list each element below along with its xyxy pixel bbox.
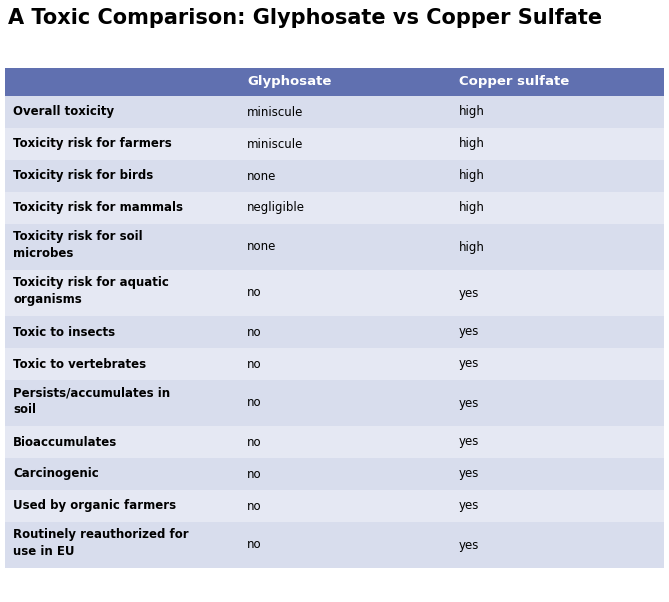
Bar bbox=[5, 224, 239, 270]
Text: none: none bbox=[247, 241, 276, 253]
Bar bbox=[451, 68, 664, 96]
Text: none: none bbox=[247, 170, 276, 182]
Text: Bioaccumulates: Bioaccumulates bbox=[13, 435, 117, 448]
Text: Glyphosate: Glyphosate bbox=[247, 75, 331, 88]
Text: negligible: negligible bbox=[247, 202, 305, 214]
Text: Toxicity risk for aquatic
organisms: Toxicity risk for aquatic organisms bbox=[13, 276, 169, 306]
Bar bbox=[239, 128, 451, 160]
Bar bbox=[5, 380, 239, 426]
Text: no: no bbox=[247, 435, 262, 448]
Bar bbox=[239, 426, 451, 458]
Text: Toxicity risk for soil
microbes: Toxicity risk for soil microbes bbox=[13, 230, 142, 260]
Bar bbox=[5, 96, 239, 128]
Text: high: high bbox=[459, 105, 485, 119]
Bar bbox=[451, 380, 664, 426]
Bar bbox=[239, 348, 451, 380]
Bar bbox=[239, 316, 451, 348]
Text: Toxic to insects: Toxic to insects bbox=[13, 326, 115, 338]
Bar bbox=[451, 224, 664, 270]
Text: high: high bbox=[459, 241, 485, 253]
Text: yes: yes bbox=[459, 326, 480, 338]
Text: high: high bbox=[459, 170, 485, 182]
Bar bbox=[451, 490, 664, 522]
Text: yes: yes bbox=[459, 500, 480, 512]
Bar bbox=[239, 224, 451, 270]
Bar bbox=[451, 160, 664, 192]
Text: A Toxic Comparison: Glyphosate vs Copper Sulfate: A Toxic Comparison: Glyphosate vs Copper… bbox=[8, 8, 602, 28]
Bar bbox=[5, 270, 239, 316]
Text: Carcinogenic: Carcinogenic bbox=[13, 468, 99, 480]
Text: yes: yes bbox=[459, 358, 480, 370]
Bar bbox=[5, 348, 239, 380]
Bar bbox=[239, 380, 451, 426]
Text: no: no bbox=[247, 287, 262, 300]
Bar bbox=[451, 96, 664, 128]
Text: Toxicity risk for birds: Toxicity risk for birds bbox=[13, 170, 153, 182]
Bar bbox=[239, 192, 451, 224]
Bar bbox=[451, 348, 664, 380]
Text: Toxic to vertebrates: Toxic to vertebrates bbox=[13, 358, 146, 370]
Bar bbox=[451, 522, 664, 568]
Text: yes: yes bbox=[459, 468, 480, 480]
Bar bbox=[451, 316, 664, 348]
Text: no: no bbox=[247, 539, 262, 551]
Text: Toxicity risk for mammals: Toxicity risk for mammals bbox=[13, 202, 183, 214]
Text: yes: yes bbox=[459, 397, 480, 409]
Text: Persists/accumulates in
soil: Persists/accumulates in soil bbox=[13, 386, 170, 416]
Bar bbox=[5, 522, 239, 568]
Text: Routinely reauthorized for
use in EU: Routinely reauthorized for use in EU bbox=[13, 528, 189, 558]
Bar bbox=[5, 458, 239, 490]
Text: Overall toxicity: Overall toxicity bbox=[13, 105, 114, 119]
Text: no: no bbox=[247, 358, 262, 370]
Text: no: no bbox=[247, 500, 262, 512]
Bar bbox=[239, 490, 451, 522]
Bar bbox=[5, 160, 239, 192]
Text: high: high bbox=[459, 137, 485, 150]
Text: high: high bbox=[459, 202, 485, 214]
Bar bbox=[5, 426, 239, 458]
Text: yes: yes bbox=[459, 435, 480, 448]
Bar bbox=[239, 96, 451, 128]
Text: miniscule: miniscule bbox=[247, 105, 303, 119]
Bar bbox=[451, 128, 664, 160]
Text: miniscule: miniscule bbox=[247, 137, 303, 150]
Text: yes: yes bbox=[459, 539, 480, 551]
Bar bbox=[239, 160, 451, 192]
Bar bbox=[239, 522, 451, 568]
Text: no: no bbox=[247, 397, 262, 409]
Text: Toxicity risk for farmers: Toxicity risk for farmers bbox=[13, 137, 172, 150]
Bar bbox=[451, 426, 664, 458]
Bar bbox=[451, 192, 664, 224]
Bar bbox=[451, 458, 664, 490]
Bar bbox=[5, 316, 239, 348]
Bar bbox=[239, 68, 451, 96]
Bar bbox=[239, 458, 451, 490]
Bar bbox=[5, 192, 239, 224]
Bar bbox=[5, 128, 239, 160]
Text: Used by organic farmers: Used by organic farmers bbox=[13, 500, 176, 512]
Bar bbox=[451, 270, 664, 316]
Bar bbox=[239, 270, 451, 316]
Text: no: no bbox=[247, 326, 262, 338]
Bar bbox=[5, 490, 239, 522]
Bar bbox=[5, 68, 239, 96]
Text: Copper sulfate: Copper sulfate bbox=[459, 75, 569, 88]
Text: no: no bbox=[247, 468, 262, 480]
Text: yes: yes bbox=[459, 287, 480, 300]
